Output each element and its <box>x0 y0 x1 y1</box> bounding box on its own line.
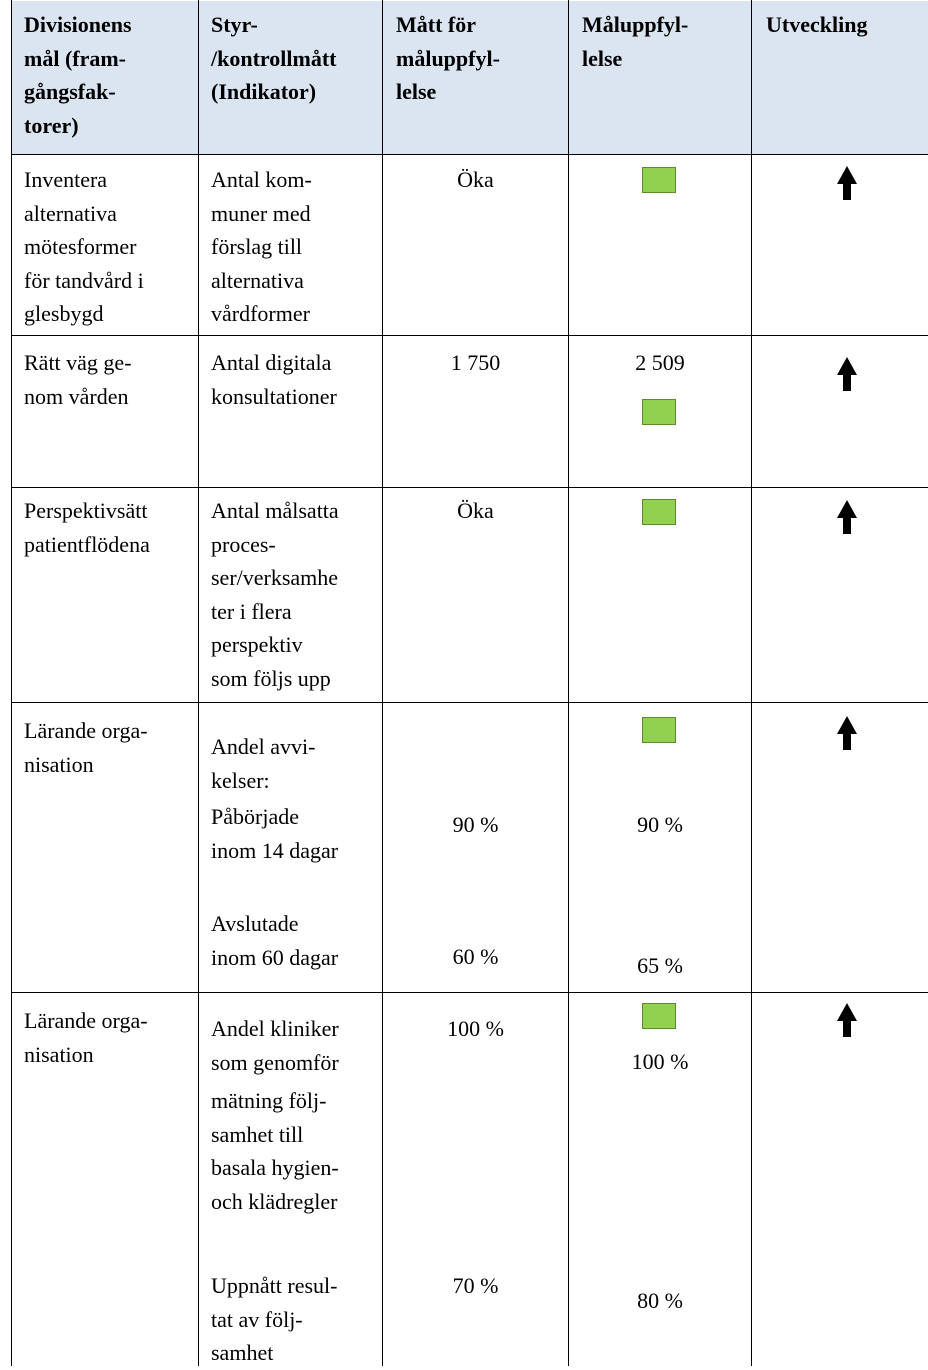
col-border <box>11 0 12 1366</box>
row3-goal: Perspektivsätt patientflödena <box>24 498 150 557</box>
row4-sub2-target: 60 % <box>452 944 499 969</box>
header-achievement: Måluppfyl- lelse <box>582 12 689 71</box>
up-arrow-icon <box>837 166 857 200</box>
green-status-square <box>642 717 676 743</box>
row-border <box>11 487 928 488</box>
row5-sub3-target: 70 % <box>452 1273 499 1298</box>
row4-sub1-label: Påbörjade inom 14 dagar <box>211 804 339 863</box>
up-arrow-icon <box>837 1003 857 1037</box>
col-border <box>751 0 752 1366</box>
row4-sub1-result: 90 % <box>637 812 683 837</box>
row5-sub2-label: mätning följ- samhet till basala hygien-… <box>211 1088 339 1214</box>
row3-indicator: Antal målsatta proces- ser/verksamhe ter… <box>211 498 339 691</box>
row4-goal: Lärande orga- nisation <box>24 718 148 777</box>
row5-sub1-label: Andel kliniker som genomför <box>211 1016 339 1075</box>
header-target: Mått för måluppfyl- lelse <box>396 12 500 104</box>
row5-sub3-result: 80 % <box>637 1288 683 1313</box>
row5-sub1-target: 100 % <box>447 1016 504 1041</box>
row2-target: 1 750 <box>450 350 501 375</box>
row-border <box>11 992 928 993</box>
row-border <box>11 154 928 155</box>
row4-sub1-target: 90 % <box>452 812 499 837</box>
header-goal: Divisionens mål (fram- gångsfak- torer) <box>24 12 132 138</box>
row4-indicator-intro: Andel avvi- kelser: <box>211 734 316 793</box>
green-status-square <box>642 499 676 525</box>
row5-sub3-label: Uppnått resul- tat av följ- samhet <box>211 1273 338 1365</box>
row4-sub2-label: Avslutade inom 60 dagar <box>211 911 339 970</box>
green-status-square <box>642 167 676 193</box>
col-border <box>382 0 383 1366</box>
row2-indicator: Antal digitala konsultationer <box>211 350 337 409</box>
row1-target: Öka <box>457 167 494 192</box>
up-arrow-icon <box>837 716 857 750</box>
row5-goal: Lärande orga- nisation <box>24 1008 148 1067</box>
green-status-square <box>642 399 676 425</box>
col-border <box>198 0 199 1366</box>
header-indicator: Styr- /kontrollmått (Indikator) <box>211 12 337 104</box>
row1-indicator: Antal kom- muner med förslag till altern… <box>211 167 312 326</box>
row4-sub2-result: 65 % <box>637 953 683 978</box>
row3-target: Öka <box>457 498 494 523</box>
green-status-square <box>642 1003 676 1029</box>
col-border <box>568 0 569 1366</box>
up-arrow-icon <box>837 357 857 391</box>
row2-result: 2 509 <box>635 350 685 375</box>
header-trend: Utveckling <box>766 12 868 37</box>
row-border <box>11 335 928 336</box>
row1-goal: Inventera alternativa mötesformer för ta… <box>24 167 144 326</box>
row-border <box>11 702 928 703</box>
row5-sub1-result: 100 % <box>631 1049 689 1074</box>
row2-goal: Rätt väg ge- nom vården <box>24 350 132 409</box>
up-arrow-icon <box>837 500 857 534</box>
